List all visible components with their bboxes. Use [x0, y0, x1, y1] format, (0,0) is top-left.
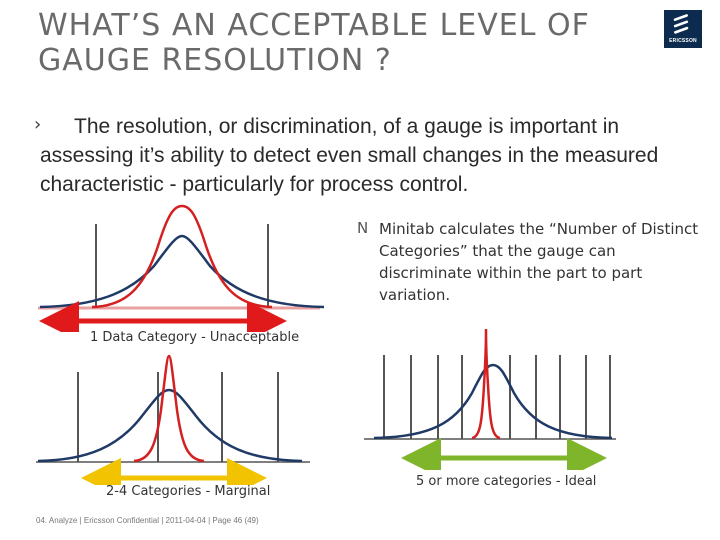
- process-distribution-curve: [39, 234, 324, 309]
- measurement-distribution-curve: [133, 354, 205, 463]
- ericsson-logo-mark-icon: [673, 14, 689, 34]
- process-distribution-curve: [373, 363, 613, 440]
- diagram-one-category: [38, 204, 324, 332]
- caption-unacceptable: 1 Data Category - Unacceptable: [90, 330, 300, 345]
- ericsson-logo: ERICSSON: [664, 10, 702, 48]
- title-line-1: What’s an acceptable level of: [38, 8, 590, 43]
- body-paragraph: The resolution, or discrimination, of a …: [40, 115, 659, 196]
- diagram-two-to-four-categories: [36, 354, 310, 485]
- slide-title: What’s an acceptable level of gauge reso…: [38, 8, 638, 78]
- process-distribution-curve: [37, 388, 303, 463]
- bullet-chevron-icon: ›: [34, 114, 42, 135]
- caption-ideal: 5 or more categories - Ideal: [416, 474, 597, 489]
- slide-footer: 04. Analyze | Ericsson Confidential | 20…: [36, 516, 259, 525]
- sub-bullet-marker-icon: N: [357, 219, 369, 237]
- measurement-distribution-curve: [91, 204, 273, 309]
- diagram-five-or-more-categories: [364, 328, 616, 470]
- logo-wordmark: ERICSSON: [669, 38, 697, 44]
- title-line-2: gauge resolution ?: [38, 43, 392, 78]
- sub-bullet-text: Minitab calculates the “Number of Distin…: [379, 220, 699, 304]
- measurement-distribution-curve: [471, 328, 501, 440]
- caption-marginal: 2-4 Categories - Marginal: [106, 484, 271, 499]
